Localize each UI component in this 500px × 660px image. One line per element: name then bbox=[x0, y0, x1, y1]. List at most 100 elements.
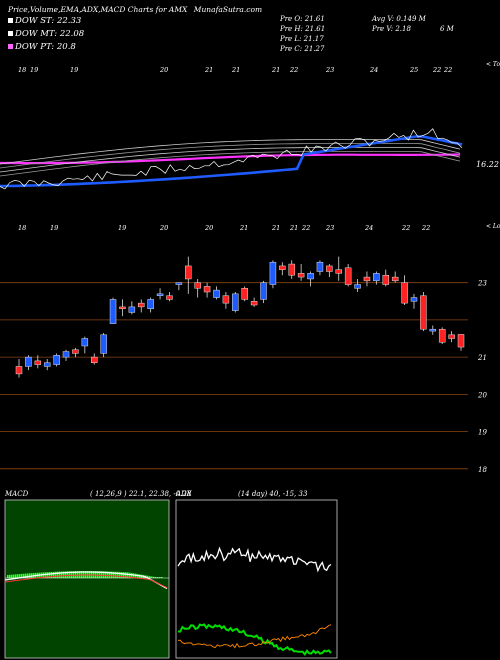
candle-body bbox=[269, 261, 277, 285]
price-date-label: 23 bbox=[325, 224, 334, 232]
candle-body bbox=[185, 265, 192, 280]
macd-histogram-bar bbox=[127, 572, 129, 578]
candle-body bbox=[100, 334, 107, 354]
candle-body bbox=[279, 265, 286, 270]
candle-body bbox=[109, 299, 117, 324]
price-date-label: 21 bbox=[271, 224, 280, 232]
macd-histogram-bar bbox=[17, 574, 19, 578]
macd-histogram-bar bbox=[77, 571, 79, 578]
macd-histogram-bar bbox=[69, 571, 71, 578]
adx-title: ADX bbox=[175, 490, 193, 498]
macd-histogram-bar bbox=[115, 571, 117, 578]
top-date-label: 22 bbox=[432, 66, 441, 74]
macd-histogram-bar bbox=[55, 571, 57, 578]
macd-histogram-bar bbox=[159, 577, 161, 578]
macd-histogram-bar bbox=[133, 573, 135, 578]
price-date-label: 19 bbox=[50, 224, 58, 232]
price-date-label: 22 bbox=[301, 224, 310, 232]
site-name: MunafaSutra.com bbox=[193, 5, 263, 14]
ema-pink-line bbox=[0, 153, 461, 165]
stat-pre-volume: Pre V: 2.18 bbox=[372, 25, 411, 33]
macd-histogram-bar bbox=[147, 575, 149, 578]
y-tick-label: 23 bbox=[477, 280, 487, 288]
macd-histogram-bar bbox=[27, 573, 29, 578]
macd-histogram-bar bbox=[29, 573, 31, 578]
macd-histogram-bar bbox=[111, 571, 113, 578]
ema-gray-line bbox=[0, 142, 461, 169]
macd-histogram-bar bbox=[151, 576, 153, 578]
stat-high: Pre H: 21.61 bbox=[280, 25, 326, 33]
macd-histogram-bar bbox=[25, 573, 27, 578]
macd-params: ( 12,26,9 ) 22.1, 22.38, -0.28 bbox=[90, 490, 192, 498]
candle-body bbox=[448, 334, 455, 339]
ema-gray-line bbox=[0, 150, 461, 177]
macd-title: MACD bbox=[4, 490, 29, 498]
price-corner-label: < Lowes bbox=[486, 223, 500, 230]
macd-histogram-bar bbox=[71, 571, 73, 578]
macd-histogram-bar bbox=[63, 571, 65, 578]
macd-histogram-bar bbox=[153, 576, 155, 578]
candle-body bbox=[128, 306, 136, 313]
candle-body bbox=[354, 284, 361, 289]
macd-histogram-bar bbox=[49, 572, 51, 578]
macd-histogram-bar bbox=[75, 571, 77, 578]
macd-histogram-bar bbox=[95, 571, 97, 578]
candle-body bbox=[391, 276, 399, 282]
macd-histogram-bar bbox=[57, 571, 59, 578]
top-date-label: 18 bbox=[18, 66, 26, 74]
candle-body bbox=[335, 269, 342, 274]
macd-histogram-bar bbox=[23, 573, 25, 578]
adx-minus-di-line bbox=[177, 624, 332, 649]
price-date-label: 21 bbox=[289, 224, 298, 232]
top-date-label: 24 bbox=[369, 66, 378, 74]
top-date-label: 21 bbox=[204, 66, 213, 74]
top-date-label: 21 bbox=[271, 66, 280, 74]
legend-dow-pt: DOW PT: 20.8 bbox=[8, 43, 76, 52]
candle-body bbox=[457, 334, 465, 348]
macd-histogram-bar bbox=[93, 571, 95, 578]
macd-histogram-bar bbox=[113, 571, 115, 578]
candle-body bbox=[344, 267, 352, 285]
price-date-label: 21 bbox=[239, 224, 248, 232]
candle-body bbox=[203, 286, 211, 293]
stat-open: Pre O: 21.61 bbox=[280, 15, 325, 23]
macd-histogram-bar bbox=[45, 572, 47, 578]
candle-body bbox=[175, 282, 183, 285]
legend-label: DOW ST: 22.33 bbox=[15, 16, 82, 26]
macd-histogram-bar bbox=[131, 572, 133, 578]
candle-body bbox=[307, 273, 314, 280]
ema-blue-line bbox=[0, 135, 463, 188]
price-date-label: 19 bbox=[118, 224, 126, 232]
price-date-label: 24 bbox=[364, 224, 373, 232]
legend-swatch bbox=[8, 31, 13, 36]
y-tick-label: 20 bbox=[477, 391, 487, 399]
macd-histogram-bar bbox=[7, 575, 9, 578]
macd-histogram-bar bbox=[21, 573, 23, 578]
candle-body bbox=[213, 289, 220, 298]
macd-histogram-bar bbox=[101, 571, 103, 578]
price-date-label: 22 bbox=[421, 224, 430, 232]
candle-body bbox=[297, 273, 305, 278]
adx-panel bbox=[175, 499, 338, 659]
chart-title-text: Price,Volume,EMA,ADX,MACD Charts for AMX bbox=[8, 5, 188, 14]
y-tick-label: 18 bbox=[478, 466, 487, 474]
candle-body bbox=[288, 263, 295, 276]
top-date-label: 23 bbox=[325, 66, 334, 74]
candle-body bbox=[81, 338, 89, 347]
macd-histogram-bar bbox=[129, 572, 131, 578]
y-tick-label: 19 bbox=[478, 429, 487, 437]
macd-histogram-bar bbox=[125, 572, 127, 578]
candle-body bbox=[147, 299, 154, 309]
top-price-label: 16.22 bbox=[476, 160, 499, 169]
adx-plus-di-line bbox=[177, 623, 332, 656]
macd-histogram-bar bbox=[149, 576, 151, 578]
candle-body bbox=[62, 351, 70, 358]
macd-histogram-bar bbox=[155, 577, 157, 578]
legend-swatch bbox=[8, 18, 13, 23]
candle-body bbox=[260, 282, 267, 300]
macd-histogram-bar bbox=[119, 571, 121, 578]
candle-body bbox=[43, 362, 51, 367]
price-date-label: 18 bbox=[18, 224, 26, 232]
candle-body bbox=[420, 295, 427, 330]
